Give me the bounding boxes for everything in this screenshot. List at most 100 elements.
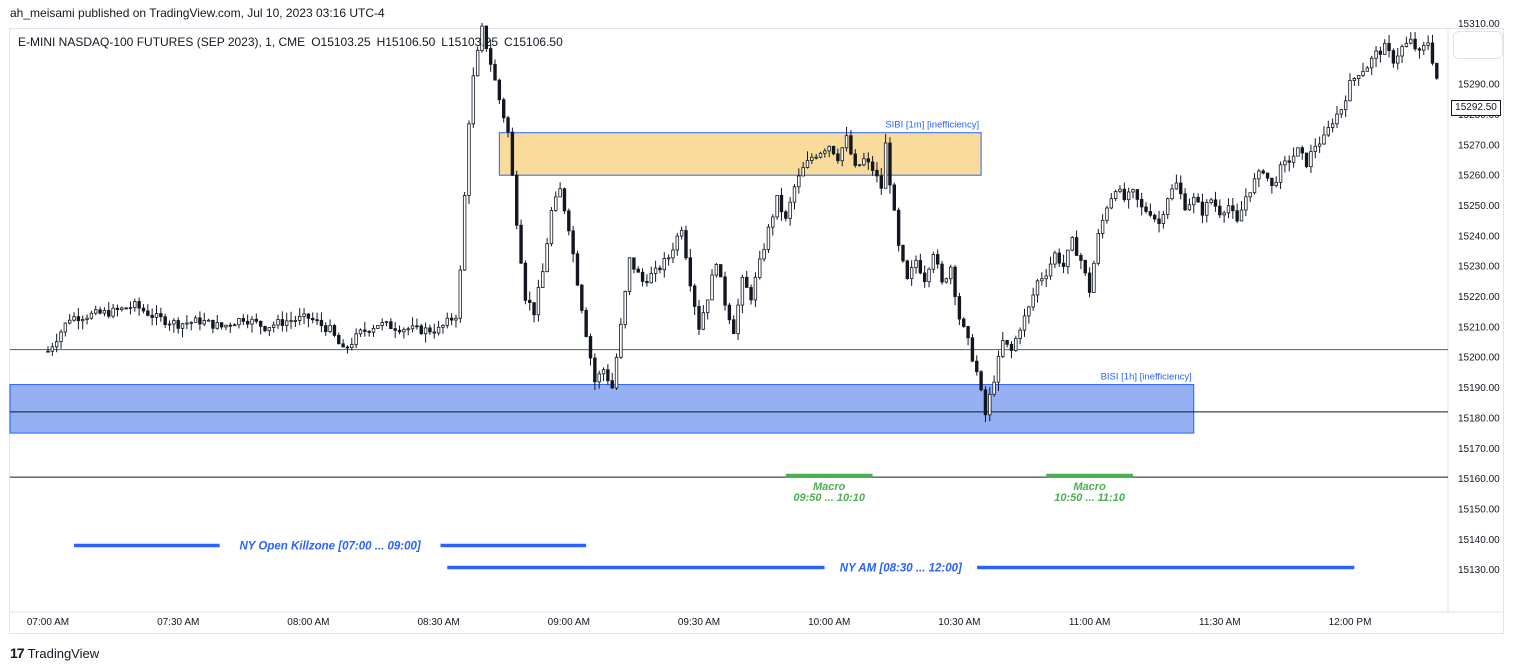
candle-body <box>293 319 298 322</box>
candle-body <box>345 346 350 349</box>
candle-body <box>1135 189 1140 200</box>
candle-body <box>1326 127 1330 136</box>
candle-body <box>892 184 896 211</box>
candle-body <box>1378 50 1383 55</box>
candle-body <box>467 123 471 196</box>
candle-body <box>506 117 510 133</box>
candle-body <box>541 271 545 288</box>
candle-body <box>992 381 996 395</box>
candle-body <box>232 324 237 327</box>
candle-body <box>276 319 280 326</box>
sibi-zone[interactable] <box>498 132 982 176</box>
candle-body <box>545 243 549 273</box>
candle-body <box>1343 100 1348 111</box>
x-tick-label: 09:30 AM <box>678 617 720 628</box>
candle-body <box>957 296 962 320</box>
candle-body <box>1074 237 1079 256</box>
candle-body <box>1309 151 1313 168</box>
candle-body <box>588 336 593 359</box>
candle-body <box>159 313 163 318</box>
candle-body <box>454 317 458 321</box>
candle-body <box>445 317 449 326</box>
candle-body <box>619 323 623 358</box>
candle-body <box>393 328 397 331</box>
candle-body <box>775 194 779 218</box>
candle-body <box>1079 255 1083 261</box>
candle-body <box>1435 62 1439 79</box>
candle-body <box>1144 206 1148 212</box>
candle-body <box>402 329 406 333</box>
candle-body <box>962 318 966 327</box>
candle-body <box>1061 262 1066 267</box>
candle-body <box>1153 214 1157 220</box>
candle-body <box>1083 260 1087 274</box>
y-tick-label: 15140.00 <box>1458 535 1500 546</box>
candle-body <box>1187 204 1192 211</box>
candle-body <box>298 315 302 321</box>
candle-body <box>606 369 610 382</box>
symbol-ohlc-legend: E-MINI NASDAQ-100 FUTURES (SEP 2023), 1,… <box>18 35 569 49</box>
candle-body <box>610 380 614 389</box>
candle-body <box>1027 306 1031 317</box>
candle-body <box>428 327 432 333</box>
candle-body <box>1122 188 1127 201</box>
candle-body <box>532 302 536 316</box>
candle-body <box>367 331 371 333</box>
candle-body <box>749 287 753 301</box>
candle-body <box>658 267 662 271</box>
y-tick-label: 15190.00 <box>1458 383 1500 394</box>
candle-body <box>870 161 875 171</box>
candle-body <box>762 249 766 260</box>
candle-body <box>1391 50 1396 64</box>
candle-body <box>324 325 328 332</box>
symbol-title[interactable]: E-MINI NASDAQ-100 FUTURES (SEP 2023), 1,… <box>18 35 306 49</box>
y-tick-label: 15160.00 <box>1458 474 1500 485</box>
candle-body <box>271 324 276 328</box>
y-tick-label: 15210.00 <box>1458 322 1500 333</box>
candle-body <box>354 333 358 345</box>
candle-body <box>1166 198 1170 215</box>
candle-body <box>818 152 823 158</box>
chart-settings-button[interactable] <box>1453 31 1503 59</box>
candle-body <box>371 328 376 333</box>
candle-body <box>501 99 506 119</box>
candle-body <box>684 230 688 259</box>
candle-body <box>914 260 918 269</box>
candle-body <box>1157 218 1161 225</box>
candle-body <box>580 284 584 311</box>
candle-body <box>944 278 949 283</box>
candle-body <box>419 325 423 335</box>
candle-body <box>1005 340 1009 345</box>
candle-body <box>224 324 228 328</box>
candle-body <box>1053 252 1057 265</box>
candle-body <box>133 301 137 309</box>
candle-body <box>319 319 324 326</box>
candle-body <box>875 170 879 177</box>
candle-body <box>1148 211 1153 216</box>
candle-body <box>1087 272 1092 293</box>
candle-body <box>380 322 384 326</box>
candle-body <box>849 135 853 155</box>
candle-body <box>831 145 836 155</box>
tradingview-footer[interactable]: 17 TradingView <box>10 645 99 661</box>
candle-body <box>679 230 684 237</box>
candle-body <box>784 211 788 219</box>
bisi-zone[interactable] <box>9 384 1195 434</box>
candle-body <box>59 331 63 343</box>
candle-body <box>567 210 571 232</box>
candle-body <box>649 273 653 284</box>
tradingview-brand: TradingView <box>27 645 100 661</box>
candle-body <box>211 319 215 329</box>
candle-body <box>1109 198 1113 209</box>
candle-body <box>1183 193 1187 211</box>
candle-body <box>1218 205 1222 216</box>
y-tick-label: 15230.00 <box>1458 262 1500 273</box>
chart-frame[interactable] <box>9 28 1504 634</box>
candle-body <box>237 318 241 326</box>
candle-body <box>1330 123 1335 128</box>
candle-body <box>1161 214 1166 225</box>
candle-body <box>241 318 245 322</box>
candle-body <box>1430 42 1435 64</box>
candle-body <box>1291 155 1296 163</box>
